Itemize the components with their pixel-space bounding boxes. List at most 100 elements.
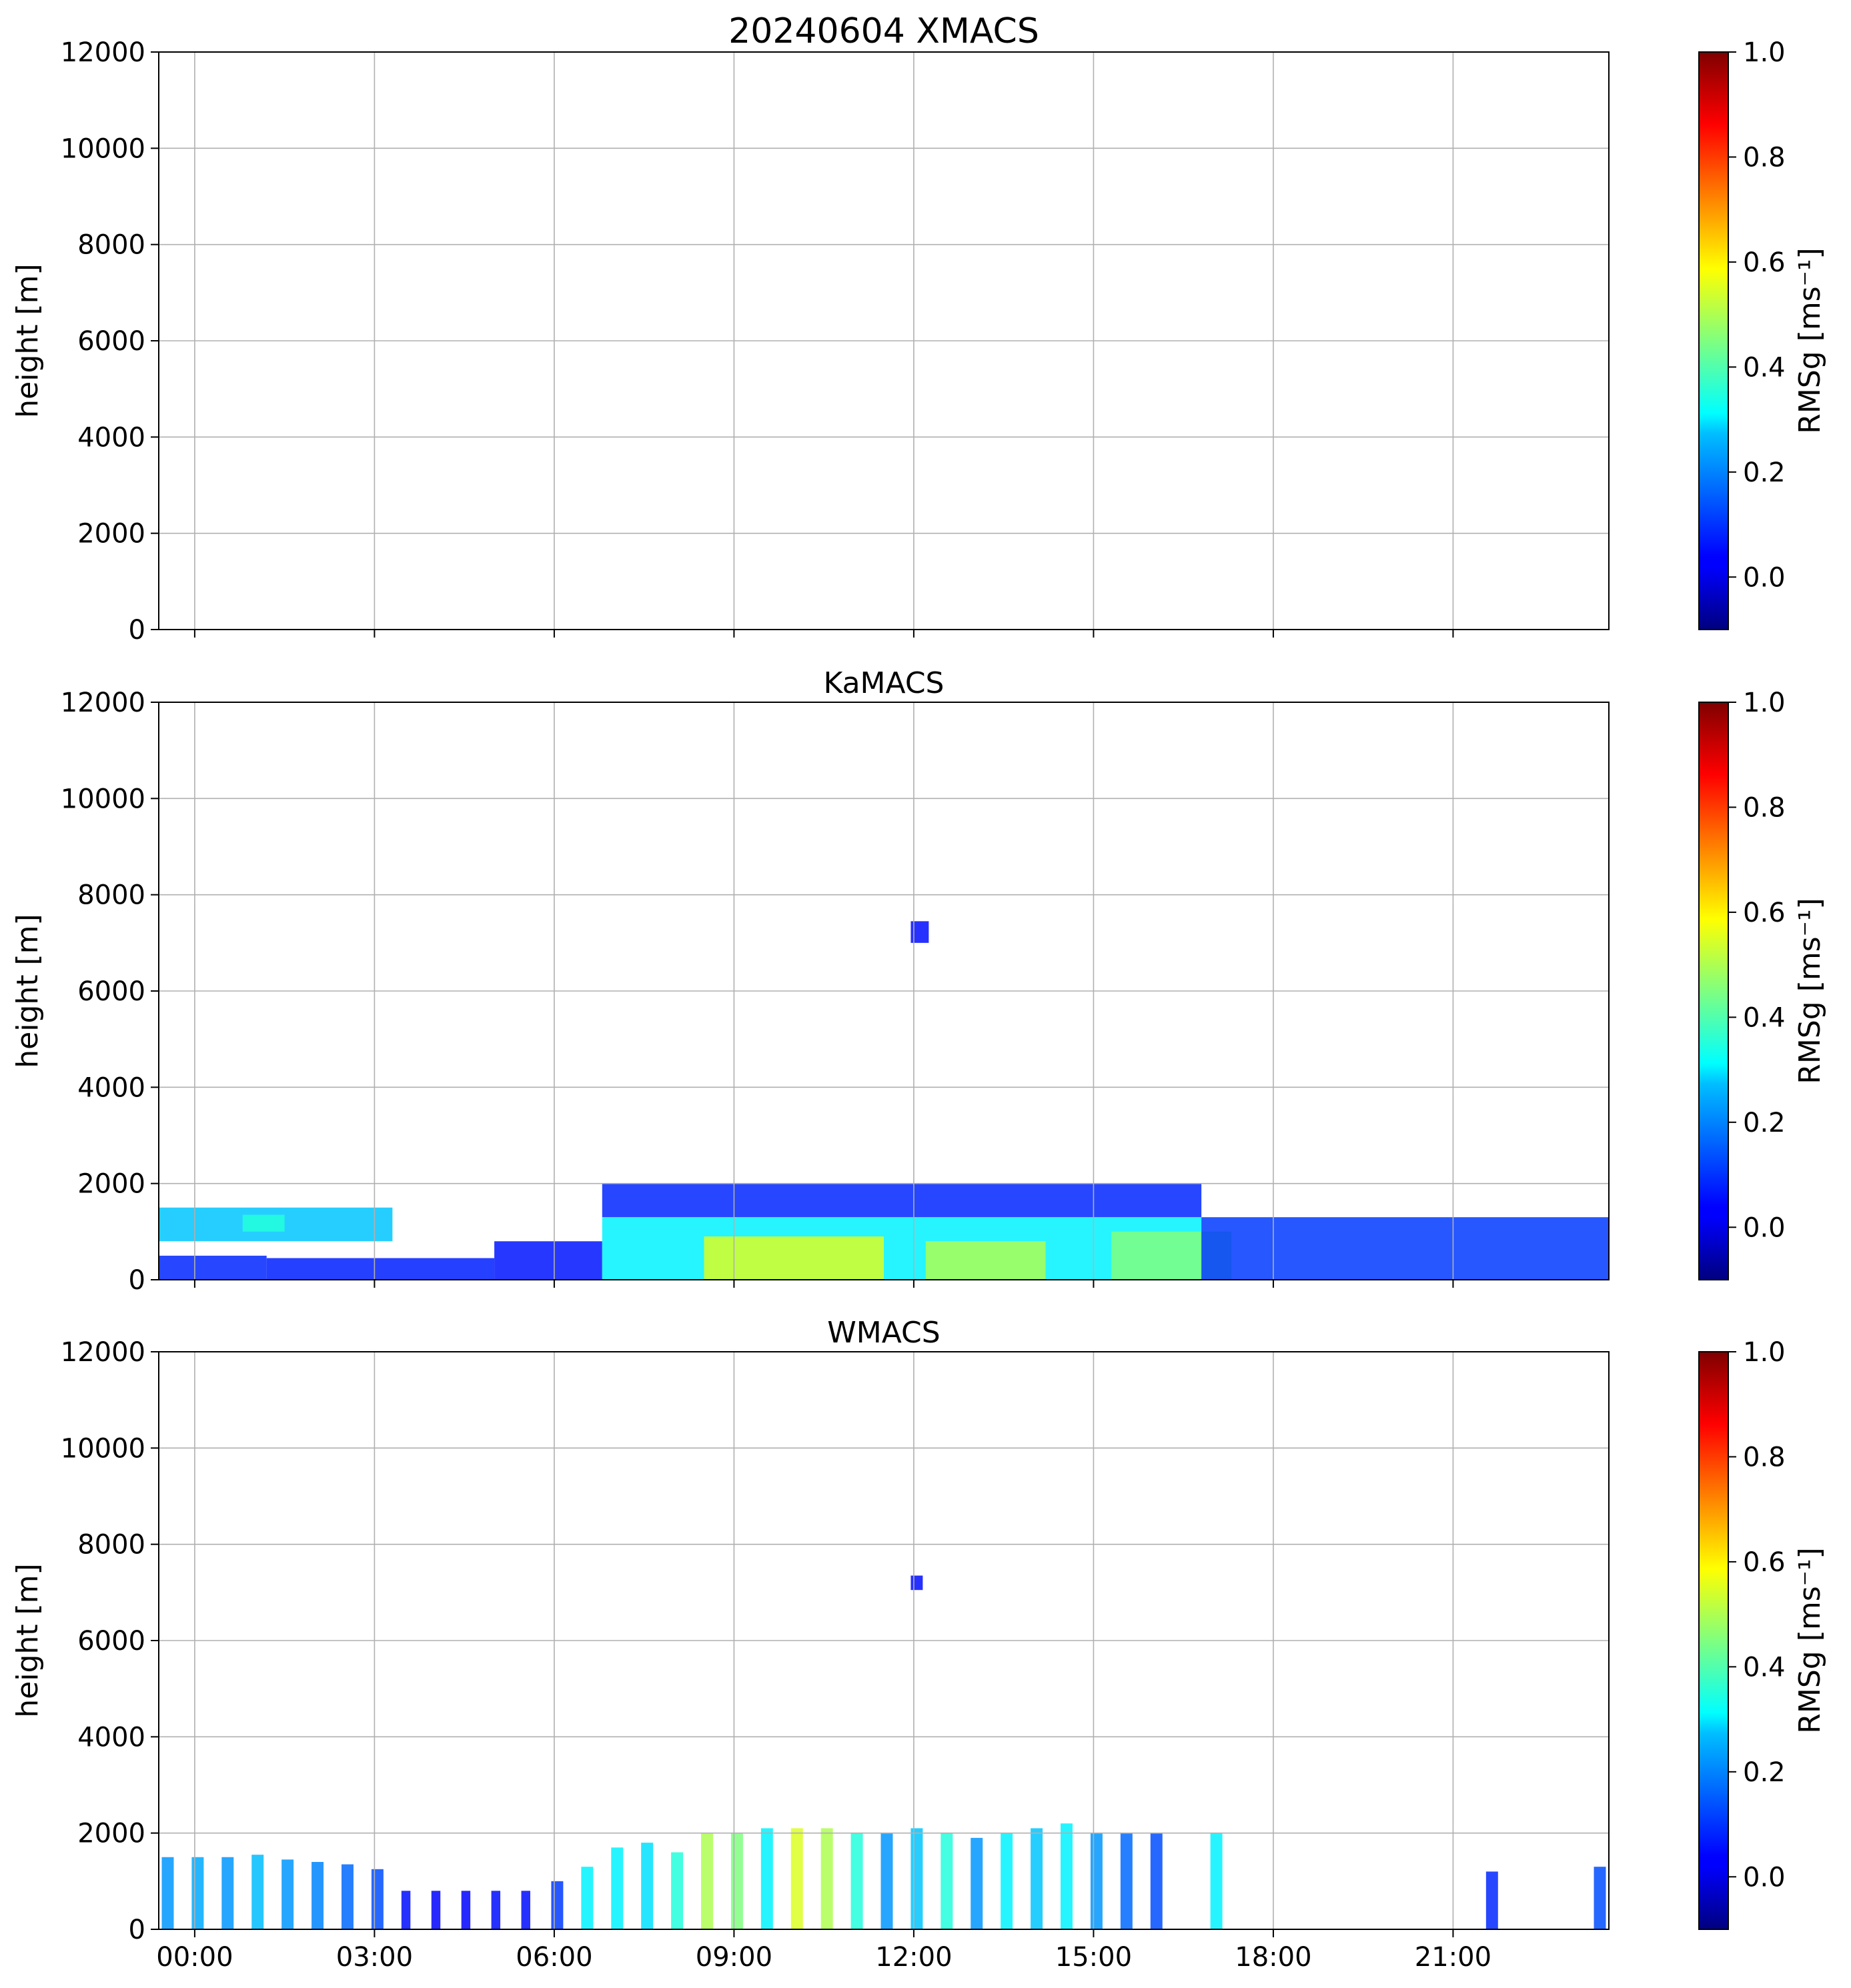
colorbar-label: RMSg [ms⁻¹] [1793,247,1827,433]
data-region [1485,1871,1498,1929]
data-region [602,1183,1202,1218]
data-region [701,1833,713,1929]
y-tick-label: 8000 [77,230,145,261]
colorbar-tick-label: 0.6 [1743,247,1786,278]
colorbar-tick-label: 0.0 [1743,1862,1786,1893]
y-axis-label: height [m] [11,1563,45,1717]
data-region [760,1828,773,1929]
y-tick-label: 4000 [77,422,145,453]
colorbar-tick-label: 0.6 [1743,898,1786,928]
chart-panel-1: 0 2000 4000 6000 8000 10000 12000 20240604 XMAC… [11,11,1827,646]
data-region [191,1857,204,1929]
chart-title: 20240604 XMACS [728,11,1039,51]
colorbar-tick-label: 1.0 [1743,688,1786,718]
data-region [521,1891,530,1929]
data-region [880,1833,893,1929]
x-tick-label: 12:00 [875,1942,952,1973]
colorbar-gradient [1699,52,1728,630]
colorbar-tick-label: 1.0 [1743,37,1786,68]
data-region [790,1828,803,1929]
data-region [341,1864,354,1929]
data-region [1090,1833,1103,1929]
y-tick-label: 12000 [61,37,145,68]
colorbar-tick-label: 0.2 [1743,1108,1786,1138]
data-region [1201,1217,1609,1280]
colorbar-frame [1698,702,1729,1280]
colorbar-tick-label: 0.2 [1743,457,1786,488]
y-tick-label: 2000 [77,1169,145,1200]
data-region [461,1891,471,1929]
data-region [312,1861,324,1929]
data-region [704,1236,884,1280]
data-region [850,1833,863,1929]
data-region [401,1891,411,1929]
x-tick-label: 06:00 [516,1942,592,1973]
y-tick-label: 12000 [61,1337,145,1368]
y-tick-label: 10000 [61,133,145,164]
x-tick-label: 18:00 [1235,1942,1311,1973]
chart-panel-2: 0 2000 4000 6000 8000 10000 12000 KaMACS height … [11,666,1827,1296]
x-tick-label: 21:00 [1415,1942,1491,1973]
y-tick-label: 6000 [77,1626,145,1657]
chart-title: KaMACS [824,666,945,700]
colorbar-label: RMSg [ms⁻¹] [1793,1547,1827,1733]
chart-panel-3: 0 2000 4000 6000 8000 10000 12000 00:00 03:00 06:… [11,1316,1827,1973]
data-region [494,1241,602,1280]
data-region [491,1891,501,1929]
colorbar-tick-label: 0.8 [1743,1442,1786,1472]
colorbar-tick-label: 0.0 [1743,562,1786,593]
y-tick-label: 0 [129,1265,145,1296]
y-tick-label: 2000 [77,519,145,550]
chart-title: WMACS [827,1316,940,1350]
data-region [910,1575,923,1591]
data-region [242,1214,285,1232]
y-tick-label: 8000 [77,880,145,911]
data-region [611,1847,624,1929]
y-tick-label: 8000 [77,1530,145,1561]
colorbar-tick-label: 0.6 [1743,1547,1786,1578]
y-tick-label: 0 [129,615,145,646]
data-region [371,1869,384,1929]
data-region [266,1258,495,1280]
colorbar-tick-label: 0.0 [1743,1212,1786,1243]
colorbar-tick-label: 0.8 [1743,142,1786,173]
colorbar-tick-label: 1.0 [1743,1337,1786,1368]
colorbar-gradient [1699,702,1728,1280]
y-axis-label: height [m] [11,263,45,417]
colorbar-tick-label: 0.2 [1743,1757,1786,1788]
y-tick-label: 10000 [61,784,145,814]
data-region [431,1891,441,1929]
colorbar-frame [1698,51,1729,630]
data-region [161,1857,174,1929]
data-region [602,1217,1202,1280]
colorbar-gradient [1699,1352,1728,1929]
data-region [551,1881,564,1929]
y-tick-label: 2000 [77,1819,145,1849]
y-tick-label: 6000 [77,976,145,1007]
y-tick-label: 0 [129,1915,145,1945]
colorbar-frame [1698,1351,1729,1930]
data-region [1210,1833,1223,1929]
data-region [581,1867,594,1929]
data-region [281,1859,294,1929]
x-tick-label: 03:00 [336,1942,413,1973]
data-region [159,1255,267,1280]
data-region [820,1828,833,1929]
x-tick-label: 15:00 [1055,1942,1132,1973]
data-region [251,1855,264,1929]
data-region [641,1843,654,1929]
y-tick-label: 10000 [61,1433,145,1464]
x-tick-label: 09:00 [696,1942,772,1973]
y-axis-label: height [m] [11,914,45,1068]
colorbar-tick-label: 0.4 [1743,1002,1786,1033]
data-region [671,1852,684,1929]
data-region [1031,1828,1043,1929]
y-tick-label: 4000 [77,1722,145,1753]
data-region [1001,1833,1013,1929]
data-region [1594,1867,1606,1929]
data-region [971,1837,983,1929]
data-region [1150,1833,1163,1929]
data-region [1061,1823,1073,1929]
data-region [941,1833,953,1929]
